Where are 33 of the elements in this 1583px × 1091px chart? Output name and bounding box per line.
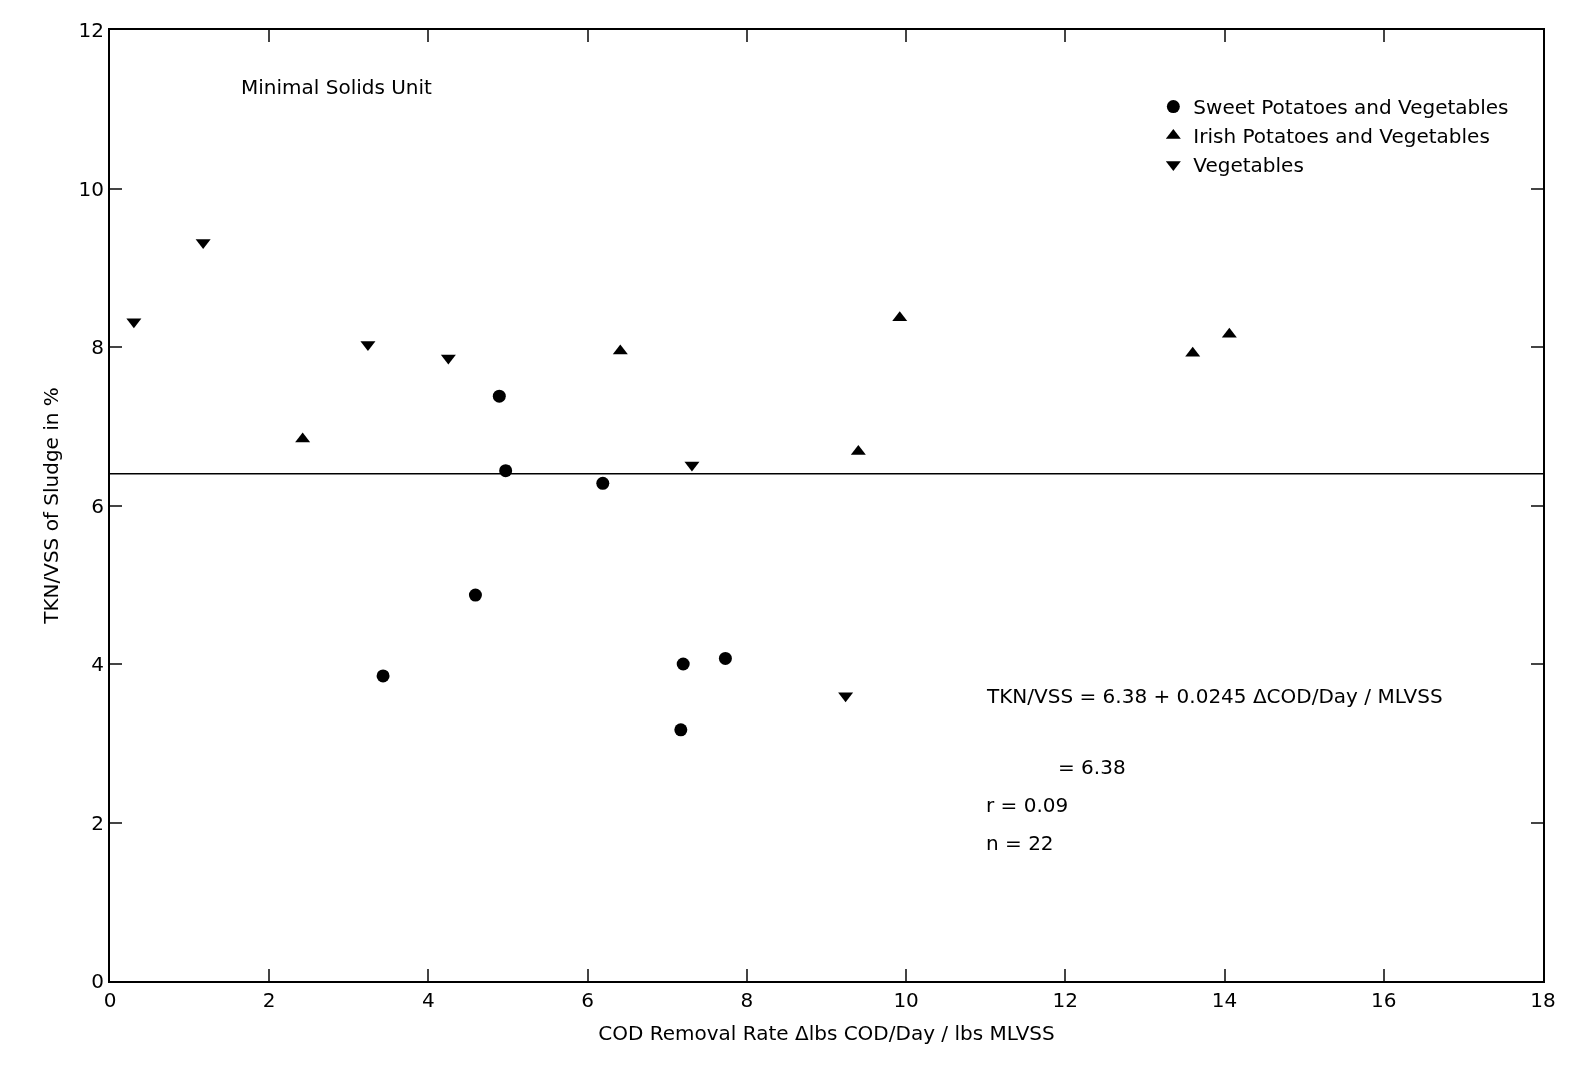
annotation: TKN/VSS = 6.38 + 0.0245 ΔCOD/Day / MLVSS [986,684,1443,708]
x-tick-label: 16 [1371,988,1397,1012]
annotation: n = 22 [986,831,1054,855]
annotation: Minimal Solids Unit [241,75,433,99]
legend-label: Sweet Potatoes and Vegetables [1193,95,1509,120]
y-axis-title: TKN/VSS of Sludge in % [38,387,63,625]
y-tick-label: 10 [78,176,104,201]
x-tick-label: 2 [262,988,276,1012]
y-tick-label: 4 [91,652,104,676]
y-tick-label: 8 [91,335,104,359]
x-tick-label: 18 [1530,988,1556,1012]
x-axis-title: COD Removal Rate Δlbs COD/Day / lbs MLVSS [598,1021,1055,1045]
point [468,588,482,602]
legend-label: Vegetables [1193,153,1304,178]
point [718,651,732,665]
x-tick-label: 4 [422,988,435,1012]
y-tick-label: 2 [91,810,104,835]
x-tick-label: 10 [893,988,919,1012]
point [376,669,390,683]
y-tick-label: 12 [78,18,104,42]
x-tick-label: 14 [1211,988,1238,1012]
x-tick-label: 6 [581,988,595,1012]
annotation: = 6.38 [1058,755,1126,779]
y-tick-label: 6 [91,493,104,518]
point [674,723,688,737]
point [492,389,506,403]
x-tick-label: 8 [740,988,754,1012]
point [676,657,690,671]
annotation: r = 0.09 [986,793,1069,817]
point [596,476,610,490]
y-tick-label: 0 [91,969,104,993]
legend-label: Irish Potatoes and Vegetables [1193,124,1490,149]
x-tick-label: 12 [1052,988,1079,1012]
